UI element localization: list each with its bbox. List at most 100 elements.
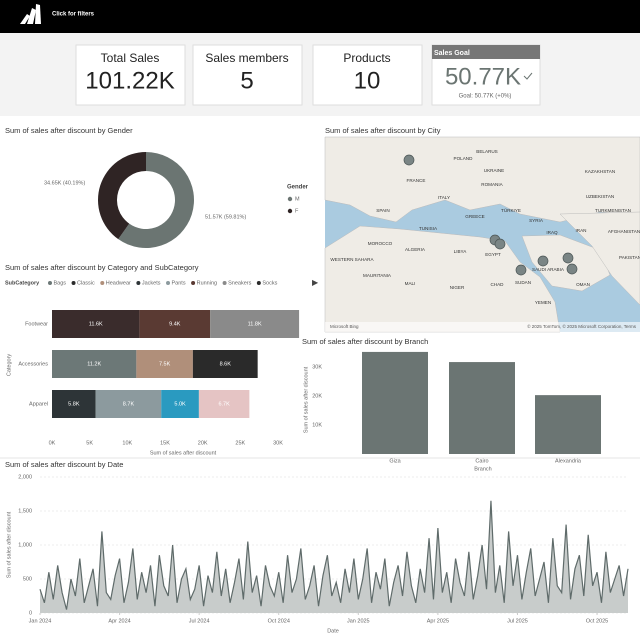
bar-segment — [52, 310, 140, 338]
goal-label: Sales Goal — [434, 50, 470, 57]
map-label: FRANCE — [407, 178, 426, 183]
map-label: POLAND — [454, 156, 474, 161]
y-tick-label: 10K — [312, 422, 322, 428]
x-tick-label: Cairo — [475, 458, 488, 464]
legend-scroll[interactable]: ▶ — [312, 278, 319, 287]
y-tick-label: Footwear — [25, 321, 48, 327]
x-tick-label: 30K — [273, 440, 283, 446]
x-tick-label: Apr 2024 — [108, 618, 130, 624]
map-label: OMAN — [576, 282, 590, 287]
map-label: MOROCCO — [368, 241, 393, 246]
x-tick-label: Oct 2025 — [586, 618, 608, 624]
map-label: ITALY — [438, 195, 450, 200]
map-label: WESTERN SAHARA — [330, 257, 374, 262]
kpi-card — [312, 44, 423, 106]
legend-marker — [256, 281, 261, 285]
map-credit: Microsoft Bing — [330, 324, 359, 329]
y-tick-label: Apparel — [29, 401, 48, 407]
kpi-value: 101.22K — [85, 67, 174, 94]
legend-entry: Bags — [54, 280, 67, 286]
map-label: ALGERIA — [405, 247, 426, 252]
map-label: UZBEKISTAN — [586, 194, 615, 199]
x-tick-label: 20K — [198, 440, 208, 446]
chart-title: Sum of sales after discount by Date — [5, 460, 123, 469]
map-bubbles[interactable] — [403, 154, 578, 276]
data-label: 51.57K (59.81%) — [205, 214, 246, 220]
data-label: 11.2K — [87, 361, 101, 367]
goal-icon — [523, 72, 533, 80]
map-label: SUDAN — [515, 280, 531, 285]
data-label: 11.6K — [89, 321, 103, 327]
map-label: EGYPT — [485, 252, 501, 257]
map-label: YEMEN — [535, 300, 551, 305]
y-axis-title: Category — [6, 354, 12, 377]
x-axis-title: Branch — [474, 466, 491, 472]
y-tick-label: Accessories — [18, 361, 48, 367]
y-tick-label: 2,000 — [18, 474, 32, 480]
y-tick-label: 0 — [29, 610, 32, 616]
legend-entry: Running — [197, 280, 218, 286]
data-label: 11.8K — [248, 321, 262, 327]
map-label: TURKMENISTAN — [595, 208, 631, 213]
map-label: CHAD — [490, 282, 504, 287]
filter-button[interactable]: Click for filters — [52, 12, 95, 18]
legend-entry: Socks — [262, 280, 277, 286]
chart-title: Sum of sales after discount by Category … — [5, 263, 199, 272]
x-tick-label: Jul 2025 — [507, 618, 528, 624]
data-label: 5.0K — [174, 401, 186, 407]
goal-value: 50.77K — [445, 63, 521, 90]
map-label: BELARUS — [476, 149, 497, 154]
legend-marker — [287, 196, 293, 202]
bar-segment — [139, 310, 211, 338]
map-label: LIBYA — [454, 249, 468, 254]
data-label: 5.8K — [68, 401, 80, 407]
line — [39, 500, 629, 610]
x-axis-title: Date — [327, 628, 339, 634]
data-label: 8.6K — [220, 361, 232, 367]
x-tick-label: Jan 2025 — [347, 618, 370, 624]
kpi-value: 5 — [240, 67, 253, 94]
logo[interactable] — [20, 4, 41, 24]
map[interactable] — [324, 136, 640, 333]
bar-segment — [210, 310, 300, 338]
map-label: NIGER — [450, 285, 465, 290]
legend-entry: Classic — [77, 280, 95, 286]
chart-title: Sum of sales after discount by Branch — [302, 337, 428, 346]
x-tick-label: Giza — [389, 458, 401, 464]
kpi-label: Products — [343, 51, 390, 65]
kpi-label: Total Sales — [101, 51, 160, 65]
bar-segment — [95, 390, 162, 418]
x-tick-label: 10K — [122, 440, 132, 446]
legend-entry: M — [295, 196, 300, 202]
map-credit: © 2025 TomTom, © 2025 Microsoft Corporat… — [527, 323, 637, 329]
map-label: MAURITANIA — [363, 273, 392, 278]
kpi-value: 10 — [354, 67, 381, 94]
data-label: 6.7K — [218, 401, 230, 407]
legend-marker — [48, 281, 52, 285]
x-tick-label: 5K — [86, 440, 93, 446]
legend-marker — [166, 281, 171, 285]
data-label: 7.5K — [159, 361, 171, 367]
map-label: AFGHANISTAN — [608, 229, 640, 234]
bar-segment — [136, 350, 193, 378]
map-label: ROMANIA — [481, 182, 503, 187]
donut-slice — [118, 152, 194, 248]
legend-title: Gender — [287, 185, 309, 191]
bar-segment — [161, 390, 199, 418]
bar-segment — [52, 390, 96, 418]
x-tick-label: 0K — [49, 440, 56, 446]
x-tick-label: Jul 2024 — [189, 618, 210, 624]
legend-entry: Jackets — [142, 280, 161, 286]
legend-marker — [100, 281, 105, 285]
legend-marker — [191, 281, 196, 285]
chart-title: Sum of sales after discount by Gender — [5, 126, 133, 135]
legend-entry: Headwear — [106, 280, 131, 286]
y-tick-label: 30K — [312, 364, 322, 370]
x-tick-label: 25K — [235, 440, 245, 446]
bar-segment — [198, 390, 250, 418]
top-bar — [0, 0, 640, 33]
x-tick-label: Apr 2025 — [427, 618, 449, 624]
legend-title: SubCategory — [5, 280, 40, 286]
map-label: IRAQ — [546, 230, 558, 235]
